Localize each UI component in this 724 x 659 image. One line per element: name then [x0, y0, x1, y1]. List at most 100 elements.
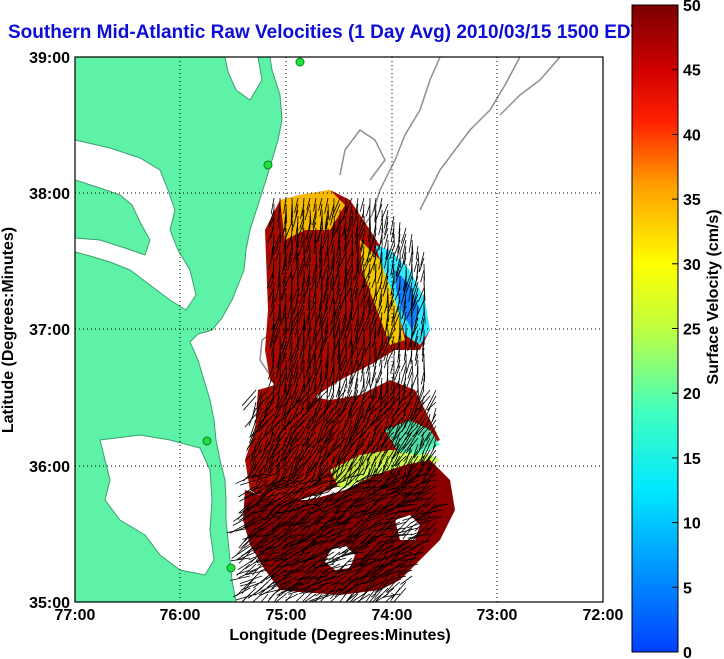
velocity-arrow: [324, 485, 341, 490]
velocity-arrow: [339, 293, 347, 310]
velocity-arrow: [236, 539, 251, 556]
velocity-arrow: [310, 419, 323, 431]
velocity-arrow: [366, 521, 383, 530]
velocity-arrow: [333, 503, 347, 515]
velocity-arrow: [349, 467, 359, 482]
velocity-arrow: [272, 347, 275, 362]
velocity-arrow: [345, 593, 353, 602]
velocity-arrow: [362, 407, 371, 420]
velocity-arrow: [427, 455, 437, 471]
velocity-arrow: [351, 389, 365, 405]
velocity-arrow: [333, 341, 336, 355]
velocity-arrow: [360, 431, 371, 448]
velocity-arrow: [315, 509, 329, 527]
velocity-arrow: [326, 497, 341, 503]
velocity-arrow: [305, 227, 311, 241]
velocity-arrow: [351, 341, 359, 356]
velocity-arrow: [287, 413, 299, 425]
velocity-arrow: [354, 437, 365, 455]
velocity-arrow: [378, 287, 383, 306]
velocity-arrow: [319, 239, 323, 255]
velocity-arrow: [375, 425, 383, 438]
velocity-arrow: [415, 245, 419, 260]
velocity-arrow: [320, 521, 335, 532]
velocity-arrow: [268, 563, 281, 574]
velocity-arrow: [314, 395, 323, 414]
velocity-arrow: [411, 425, 425, 438]
velocity-arrow: [285, 593, 299, 601]
velocity-arrow: [273, 557, 293, 562]
velocity-arrow: [238, 533, 251, 549]
velocity-arrow: [307, 563, 323, 575]
velocity-arrow: [322, 329, 329, 345]
velocity-arrow: [315, 227, 323, 244]
velocity-arrow: [359, 197, 365, 212]
velocity-arrow: [259, 563, 275, 573]
velocity-arrow: [309, 539, 329, 545]
velocity-arrow: [284, 209, 287, 225]
velocity-arrow: [315, 569, 329, 581]
velocity-arrow: [303, 311, 306, 331]
velocity-arrow: [378, 233, 383, 250]
velocity-arrow: [384, 233, 389, 249]
velocity-arrow: [374, 587, 389, 602]
velocity-arrow: [334, 581, 353, 598]
velocity-arrow: [291, 197, 293, 218]
velocity-arrow: [355, 509, 377, 519]
velocity-arrow: [288, 311, 293, 331]
velocity-arrow: [308, 575, 329, 580]
velocity-arrow: [327, 389, 335, 406]
velocity-arrow: [282, 275, 287, 288]
velocity-arrow: [385, 533, 401, 553]
velocity-arrow: [362, 263, 365, 278]
velocity-arrow: [350, 527, 371, 538]
velocity-arrow: [269, 497, 287, 512]
velocity-arrow: [343, 551, 365, 556]
velocity-arrow: [299, 341, 305, 359]
velocity-arrow: [401, 377, 407, 392]
velocity-arrow: [254, 407, 263, 423]
velocity-arrow: [387, 299, 395, 314]
velocity-arrow: [348, 545, 371, 555]
velocity-arrow: [310, 455, 323, 472]
velocity-arrow: [377, 341, 383, 358]
velocity-arrow: [271, 581, 287, 589]
velocity-arrow: [294, 293, 299, 313]
velocity-arrow: [421, 341, 425, 356]
velocity-arrow: [413, 335, 419, 350]
velocity-arrow: [334, 311, 341, 329]
velocity-arrow: [279, 551, 293, 560]
velocity-arrow: [276, 245, 281, 261]
velocity-arrow: [321, 209, 323, 230]
velocity-arrow: [371, 365, 377, 382]
velocity-arrow: [286, 509, 305, 524]
velocity-arrow: [335, 317, 341, 336]
velocity-arrow: [360, 425, 371, 438]
velocity-arrow: [317, 377, 323, 390]
velocity-arrow: [287, 503, 299, 515]
velocity-arrow: [300, 203, 305, 219]
velocity-arrow: [290, 227, 293, 246]
velocity-arrow: [266, 431, 275, 448]
velocity-arrow: [400, 287, 407, 305]
velocity-arrow: [382, 281, 389, 297]
velocity-arrow: [352, 353, 359, 372]
velocity-arrow: [373, 569, 395, 578]
velocity-arrow: [295, 251, 299, 267]
velocity-arrow: [296, 227, 299, 248]
velocity-arrow: [344, 503, 365, 509]
velocity-arrow: [306, 197, 311, 211]
velocity-arrow: [291, 425, 305, 444]
velocity-arrow: [358, 587, 371, 602]
velocity-arrow: [316, 347, 323, 363]
velocity-arrow: [406, 431, 419, 451]
velocity-arrow: [374, 203, 377, 223]
velocity-arrow: [303, 377, 311, 391]
velocity-arrow: [373, 461, 383, 474]
velocity-arrow: [276, 353, 281, 369]
velocity-arrow: [230, 557, 251, 562]
velocity-arrow: [315, 401, 323, 420]
velocity-arrow: [377, 371, 383, 384]
velocity-arrow: [387, 323, 395, 342]
velocity-arrow: [258, 485, 281, 498]
